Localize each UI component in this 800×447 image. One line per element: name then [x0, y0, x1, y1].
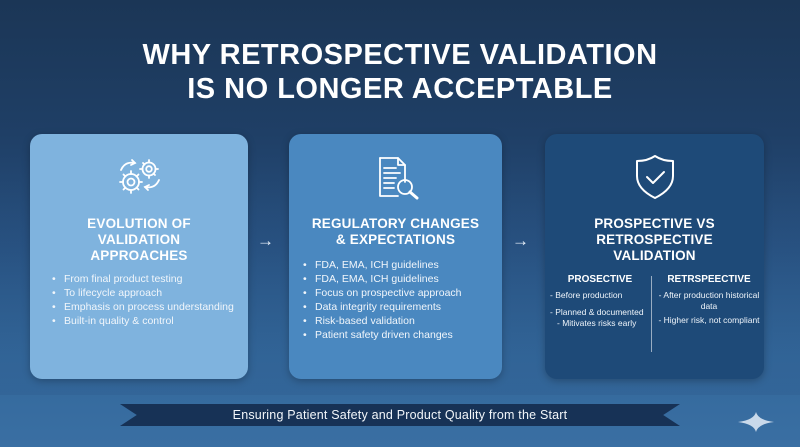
list-item: Data integrity requirements [303, 300, 498, 314]
page-title: WHY RETROSPECTIVE VALIDATION IS NO LONGE… [0, 38, 800, 106]
card-regulatory: REGULATORY CHANGES & EXPECTATIONS FDA, E… [289, 134, 502, 379]
card-title-line: RETROSPECTIVE [596, 232, 713, 247]
card-title-line: APPROACHES [90, 248, 188, 263]
list-item: Emphasis on process understanding [52, 300, 237, 314]
card-title-line: & EXPECTATIONS [335, 232, 456, 247]
card-evolution: EVOLUTION OF VALIDATION APPROACHES From … [30, 134, 248, 379]
card-title-line: EVOLUTION OF [87, 216, 191, 231]
list-item: FDA, EMA, ICH guidelines [303, 258, 498, 272]
arrow-right-icon: → [257, 231, 274, 250]
retrospective-column: RETRSPEECTIVE - After production histori… [657, 274, 761, 329]
list-item: Focus on prospective approach [303, 286, 498, 300]
document-search-icon [378, 157, 418, 200]
bullet-list: FDA, EMA, ICH guidelines FDA, EMA, ICH g… [303, 258, 498, 342]
list-item: From final product testing [52, 272, 237, 286]
list-item: Risk-based validation [303, 314, 498, 328]
list-item: - After production historical data [658, 290, 760, 311]
card-title: PROSPECTIVE VS RETROSPECTIVE VALIDATION [545, 216, 764, 264]
footer-ribbon [120, 404, 680, 426]
column-heading: PROSECTIVE [567, 274, 633, 285]
list-item: FDA, EMA, ICH guidelines [303, 272, 498, 286]
shield-check-icon [635, 155, 674, 199]
card-title: EVOLUTION OF VALIDATION APPROACHES [30, 216, 248, 264]
gears-cycle-icon [119, 159, 160, 194]
arrow-right-icon: → [512, 231, 529, 250]
prospective-column: PROSECTIVE - Before production - Planned… [550, 274, 650, 335]
column-heading: RETRSPEECTIVE [667, 274, 751, 285]
list-item: To lifecycle approach [52, 286, 237, 300]
card-title-line: VALIDATION [97, 232, 181, 247]
sparkle-icon [738, 412, 774, 432]
list-item: - Before production [550, 290, 623, 300]
list-item: Patient safety driven changes [303, 328, 498, 342]
list-item: Built-in quality & control [52, 314, 237, 328]
card-comparison: PROSPECTIVE VS RETROSPECTIVE VALIDATION … [545, 134, 764, 379]
title-line-2: IS NO LONGER ACCEPTABLE [187, 73, 613, 105]
card-title-line: PROSPECTIVE VS [594, 216, 715, 231]
title-line-1: WHY RETROSPECTIVE VALIDATION [142, 39, 658, 71]
column-divider [651, 276, 652, 352]
list-item: - Higher risk, not compliant [658, 315, 760, 325]
card-title-line: VALIDATION [613, 248, 696, 263]
card-title-line: REGULATORY CHANGES [311, 216, 480, 231]
list-item: - Mitivates risks early [557, 318, 637, 328]
card-title: REGULATORY CHANGES & EXPECTATIONS [289, 216, 502, 248]
bullet-list: From final product testing To lifecycle … [52, 272, 237, 328]
list-item: - Planned & documented [550, 307, 644, 317]
footer-ribbon-text: Ensuring Patient Safety and Product Qual… [232, 408, 568, 422]
